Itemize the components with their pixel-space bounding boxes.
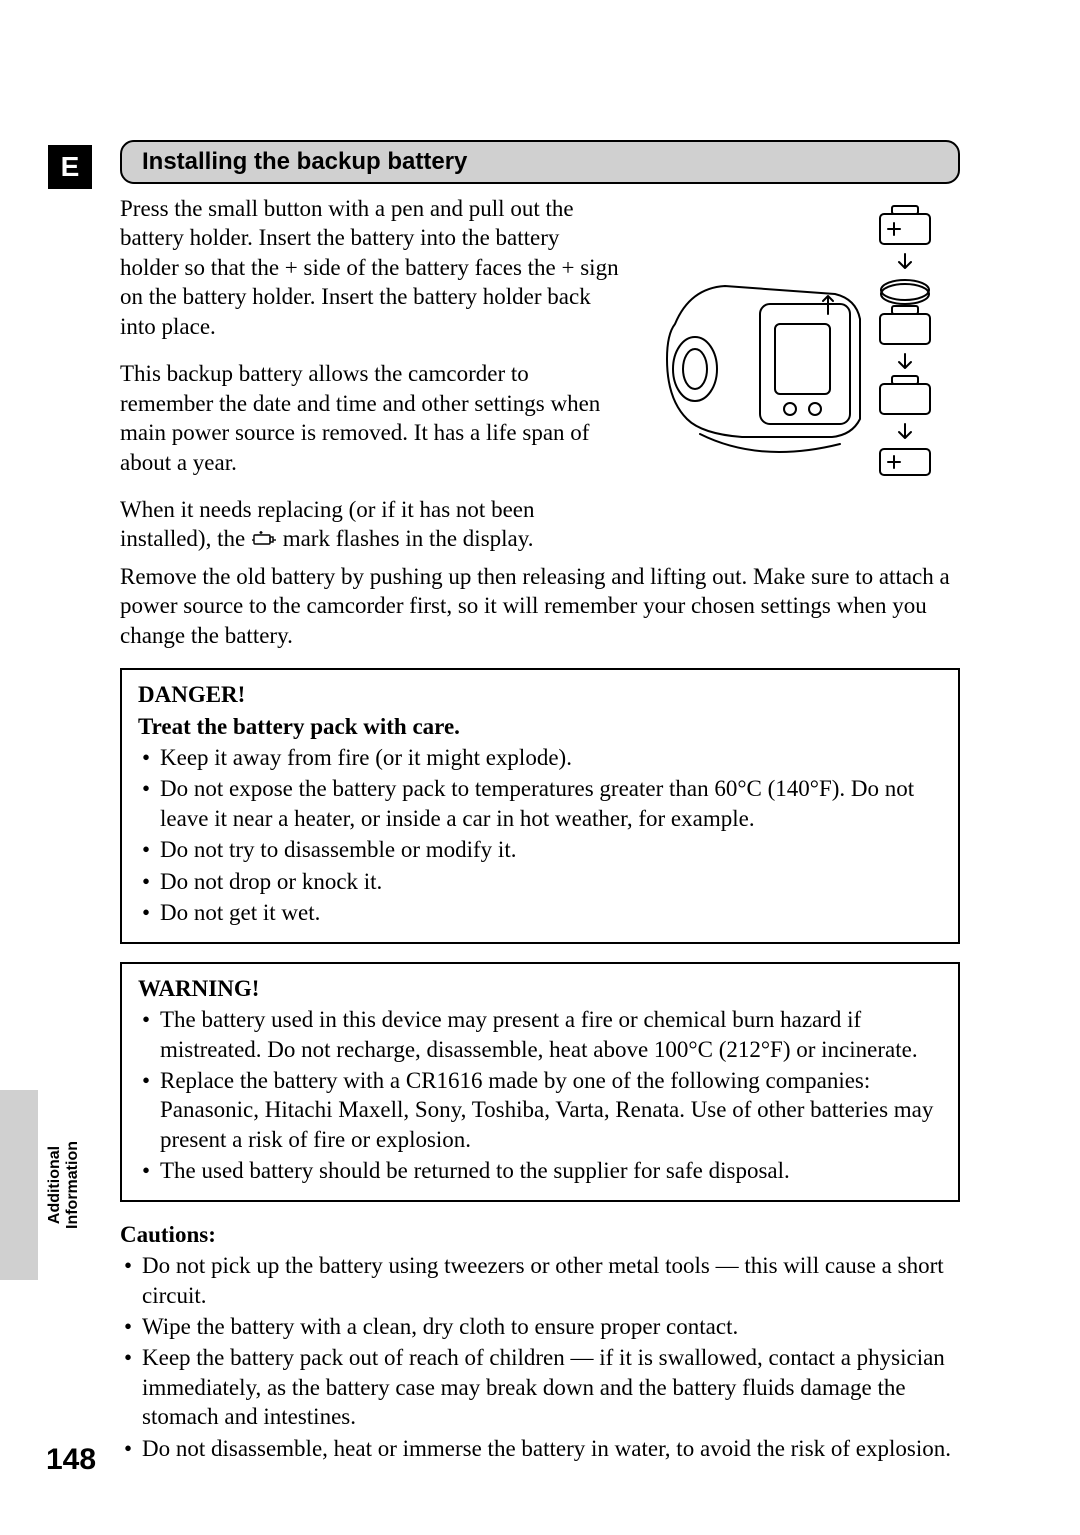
intro-p1: Press the small button with a pen and pu… [120, 194, 622, 341]
danger-item: Do not try to disassemble or modify it. [138, 835, 942, 864]
intro-p3b: mark flashes in the display. [277, 526, 534, 551]
page-number-text: 148 [46, 1443, 96, 1476]
danger-subtitle: Treat the battery pack with care. [138, 712, 942, 741]
page-content: Installing the backup battery Press the … [0, 0, 1080, 1535]
cautions-title: Cautions: [120, 1220, 960, 1249]
danger-item: Do not drop or knock it. [138, 867, 942, 896]
danger-item: Do not get it wet. [138, 898, 942, 927]
warning-title: WARNING! [138, 974, 942, 1003]
danger-box: DANGER! Treat the battery pack with care… [120, 668, 960, 944]
battery-flash-icon [251, 526, 277, 544]
warning-item: The used battery should be returned to t… [138, 1156, 942, 1185]
page-number: 148 [46, 1443, 96, 1477]
danger-title: DANGER! [138, 680, 942, 709]
continuation-text: Remove the old battery by pushing up the… [120, 562, 960, 650]
warning-list: The battery used in this device may pres… [138, 1005, 942, 1186]
cautions-item: Do not disassemble, heat or immerse the … [120, 1434, 960, 1463]
cautions-item: Wipe the battery with a clean, dry cloth… [120, 1312, 960, 1341]
cautions-block: Cautions: Do not pick up the battery usi… [120, 1220, 960, 1464]
cautions-list: Do not pick up the battery using tweezer… [120, 1251, 960, 1463]
section-title: Installing the backup battery [142, 148, 467, 175]
danger-item: Do not expose the battery pack to temper… [138, 774, 942, 833]
intro-block: Press the small button with a pen and pu… [120, 194, 960, 554]
warning-box: WARNING! The battery used in this device… [120, 962, 960, 1202]
danger-item: Keep it away from fire (or it might expl… [138, 743, 942, 772]
danger-list: Keep it away from fire (or it might expl… [138, 743, 942, 928]
intro-text: Press the small button with a pen and pu… [120, 194, 622, 554]
warning-item: Replace the battery with a CR1616 made b… [138, 1066, 942, 1154]
section-header: Installing the backup battery [120, 140, 960, 184]
cautions-item: Keep the battery pack out of reach of ch… [120, 1343, 960, 1431]
intro-p3: When it needs replacing (or if it has no… [120, 495, 622, 554]
warning-item: The battery used in this device may pres… [138, 1005, 942, 1064]
cautions-item: Do not pick up the battery using tweezer… [120, 1251, 960, 1310]
camcorder-illustration [640, 194, 960, 484]
intro-p2: This backup battery allows the camcorder… [120, 359, 622, 477]
